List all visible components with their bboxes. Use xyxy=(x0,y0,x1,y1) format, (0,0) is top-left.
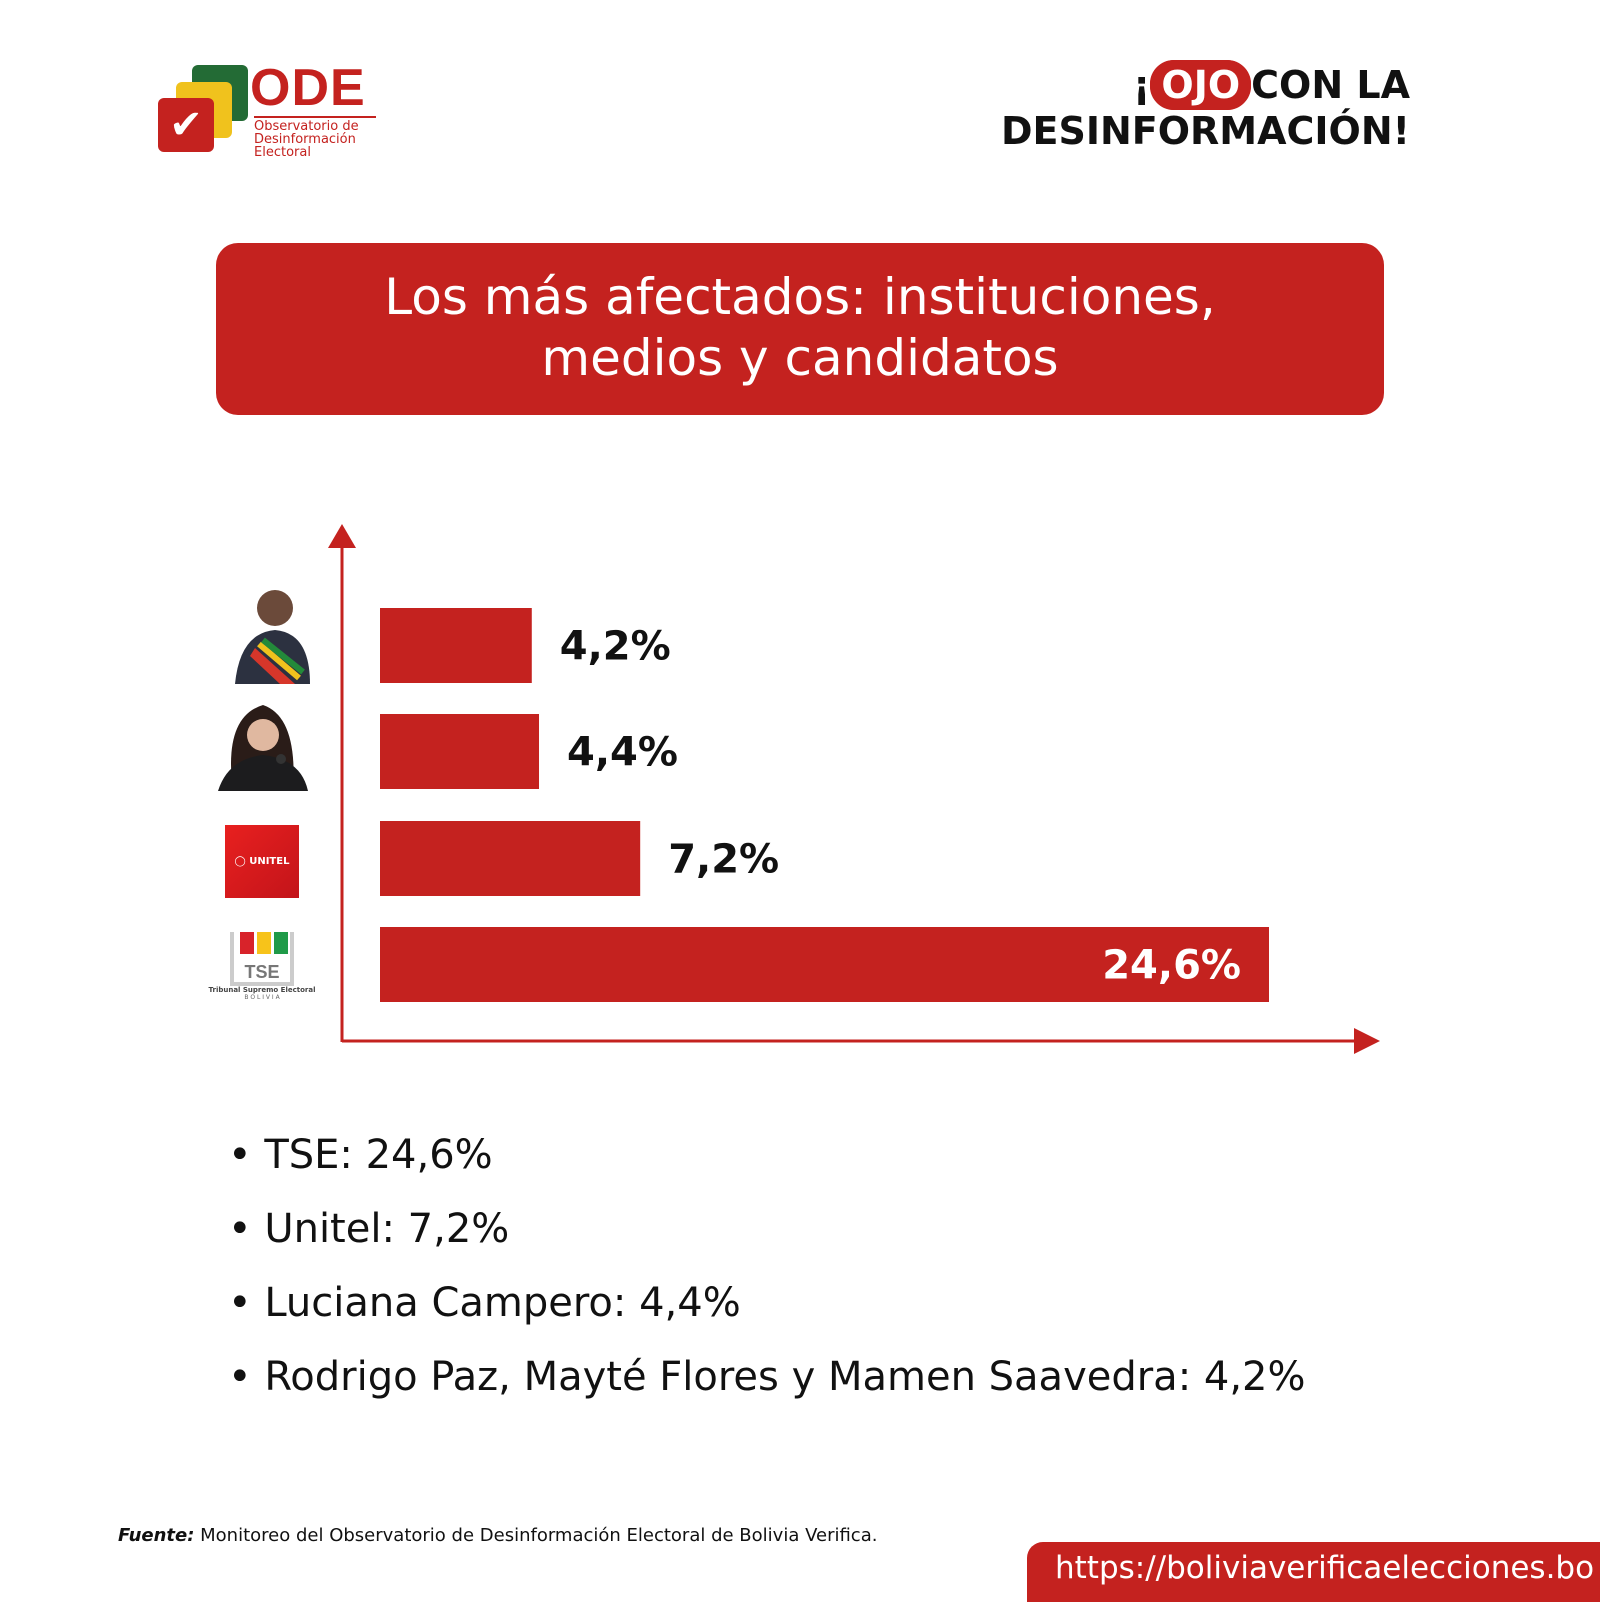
bar-value-label: 7,2% xyxy=(668,837,779,883)
logo-subtitle: Observatorio de Desinformación Electoral xyxy=(254,116,376,159)
tagline: ¡ OJO CON LA DESINFORMACIÓN! xyxy=(1001,60,1410,154)
bar-value-label: 24,6% xyxy=(1102,943,1241,989)
check-icon: ✔ xyxy=(158,98,214,152)
bar-value-label: 4,2% xyxy=(560,624,671,670)
bar-2 xyxy=(380,821,641,896)
website-link[interactable]: https://boliviaverificaelecciones.bo xyxy=(1027,1542,1600,1602)
bar-3 xyxy=(380,927,1269,1002)
page-title: Los más afectados: instituciones, medios … xyxy=(216,243,1384,415)
logo-name: ODE xyxy=(250,59,366,117)
bullet-item: • Luciana Campero: 4,4% xyxy=(228,1280,741,1326)
bar-0 xyxy=(380,608,532,683)
luciana-campero-photo xyxy=(213,697,311,791)
bar-1 xyxy=(380,714,540,789)
bullet-item: • Unitel: 7,2% xyxy=(228,1206,510,1252)
tse-logo: TSE Tribunal Supremo Electoral B O L I V… xyxy=(207,932,317,1001)
unitel-logo: ◯ UNITEL xyxy=(225,825,299,898)
bullet-item: • TSE: 24,6% xyxy=(228,1132,493,1178)
x-axis-arrow-icon xyxy=(1354,1028,1380,1054)
rodrigo-paz-photo xyxy=(215,578,310,684)
bullet-item: • Rodrigo Paz, Mayté Flores y Mamen Saav… xyxy=(228,1354,1306,1400)
y-axis-arrow-icon xyxy=(328,524,356,548)
bar-value-label: 4,4% xyxy=(567,730,678,776)
bar-chart: 4,2% 4,4% 7,2% 24,6% xyxy=(328,524,1380,1054)
source-note: Fuente: Monitoreo del Observatorio de De… xyxy=(118,1525,878,1546)
